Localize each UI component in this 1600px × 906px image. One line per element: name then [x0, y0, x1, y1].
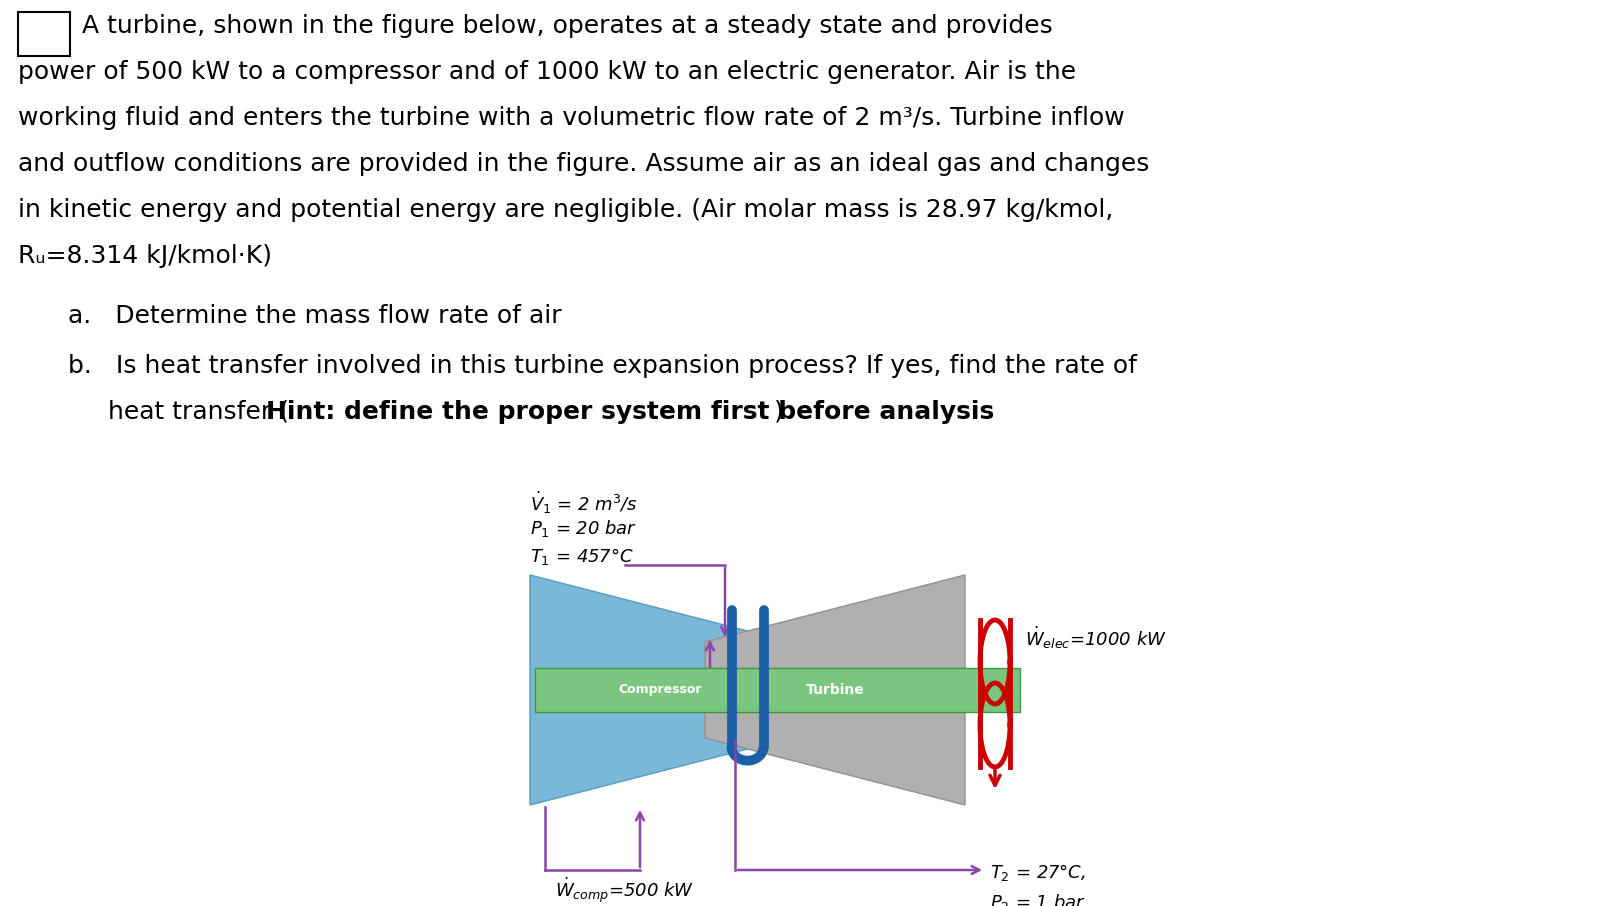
- Text: $\dot{W}_{comp}$=500 kW: $\dot{W}_{comp}$=500 kW: [555, 876, 694, 905]
- Text: working fluid and enters the turbine with a volumetric flow rate of 2 m³/s. Turb: working fluid and enters the turbine wit…: [18, 106, 1125, 130]
- Text: Turbine: Turbine: [806, 683, 864, 697]
- Text: Compressor: Compressor: [618, 683, 702, 697]
- Text: Rᵤ=8.314 kJ/kmol·K): Rᵤ=8.314 kJ/kmol·K): [18, 244, 272, 268]
- Text: $P_1$ = 20 bar: $P_1$ = 20 bar: [530, 518, 637, 539]
- Text: ): ): [774, 400, 784, 424]
- Text: b.   Is heat transfer involved in this turbine expansion process? If yes, find t: b. Is heat transfer involved in this tur…: [67, 354, 1138, 378]
- Text: $T_2$ = 27°C,: $T_2$ = 27°C,: [990, 862, 1086, 883]
- Text: power of 500 kW to a compressor and of 1000 kW to an electric generator. Air is : power of 500 kW to a compressor and of 1…: [18, 60, 1077, 84]
- Text: $\dot{W}_{elec}$=1000 kW: $\dot{W}_{elec}$=1000 kW: [1026, 625, 1166, 651]
- Text: $T_1$ = 457°C: $T_1$ = 457°C: [530, 546, 634, 567]
- Bar: [18, 12, 70, 56]
- Text: a.   Determine the mass flow rate of air: a. Determine the mass flow rate of air: [67, 304, 562, 328]
- Text: Hint: define the proper system first before analysis: Hint: define the proper system first bef…: [266, 400, 994, 424]
- Polygon shape: [706, 575, 965, 805]
- Text: and outflow conditions are provided in the figure. Assume air as an ideal gas an: and outflow conditions are provided in t…: [18, 152, 1149, 176]
- Polygon shape: [530, 575, 790, 805]
- Text: A turbine, shown in the figure below, operates at a steady state and provides: A turbine, shown in the figure below, op…: [82, 14, 1053, 38]
- Text: $\dot{V}_1$ = 2 m$^3$/s: $\dot{V}_1$ = 2 m$^3$/s: [530, 490, 638, 516]
- Text: $P_2$ = 1 bar: $P_2$ = 1 bar: [990, 892, 1086, 906]
- Text: in kinetic energy and potential energy are negligible. (Air molar mass is 28.97 : in kinetic energy and potential energy a…: [18, 198, 1114, 222]
- Bar: [534, 668, 1021, 712]
- Text: heat transfer (: heat transfer (: [109, 400, 290, 424]
